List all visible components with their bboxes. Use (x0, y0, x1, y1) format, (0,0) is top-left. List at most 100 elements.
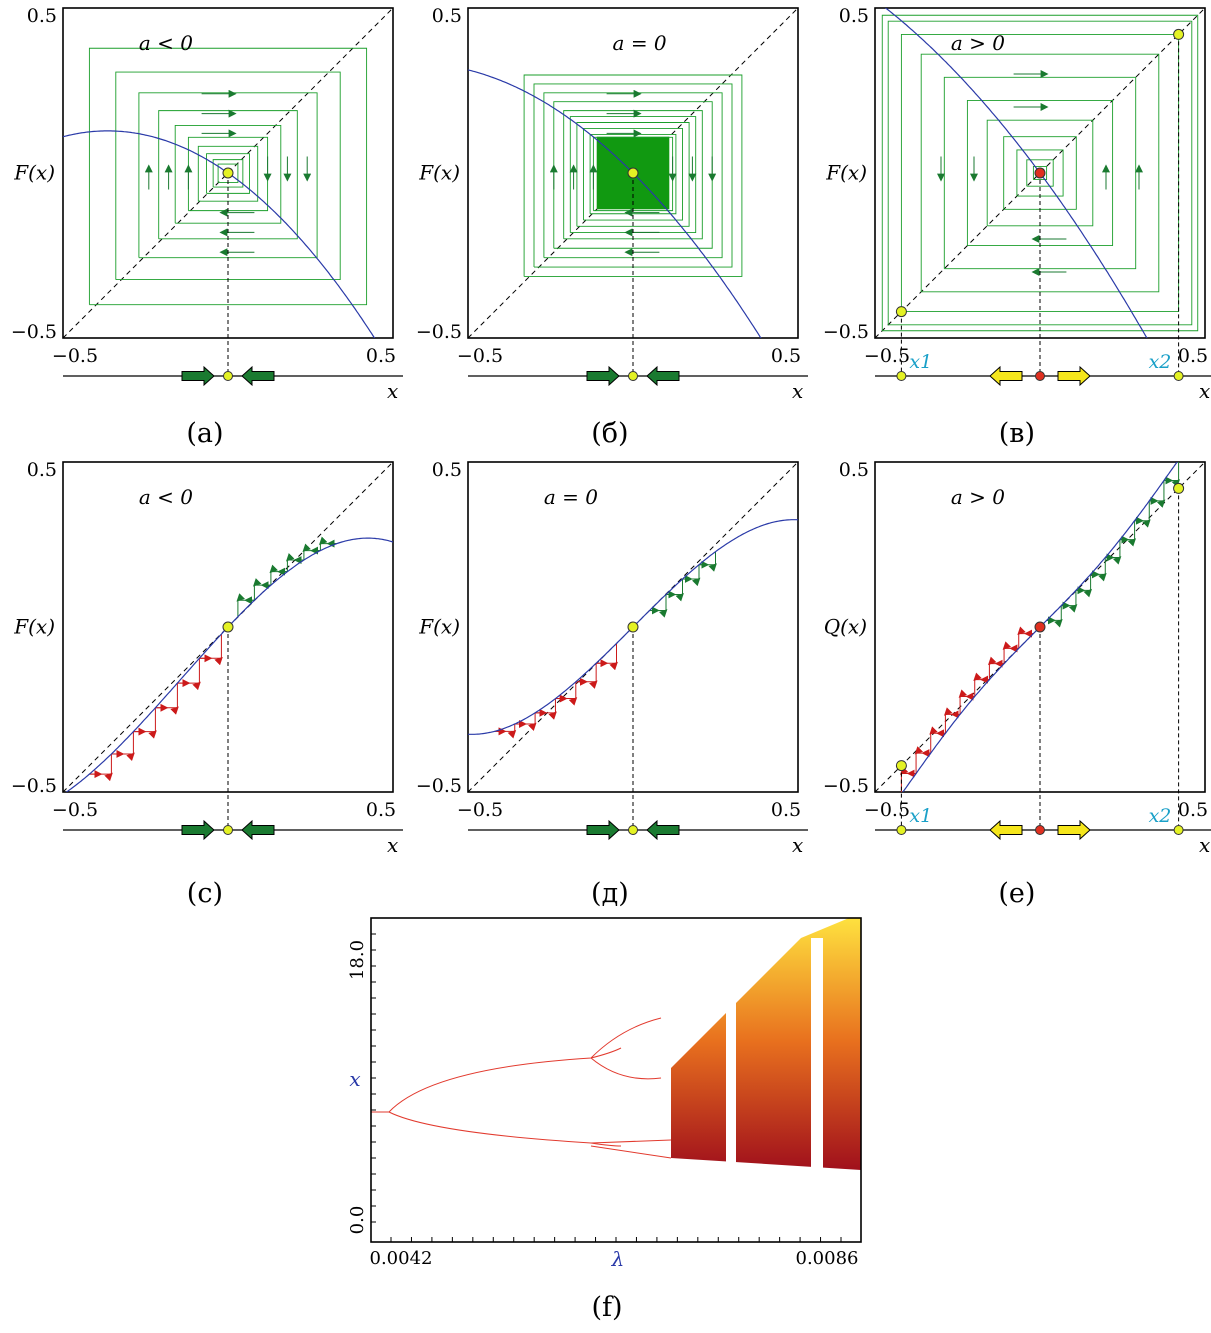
phase-axis-label: x (792, 833, 803, 857)
cobweb-loop (187, 136, 269, 212)
cobweb (494, 551, 717, 739)
cobweb-loop (543, 92, 723, 259)
map-curve (63, 130, 376, 338)
phase-fixed-point (223, 825, 233, 835)
cobweb-loop (986, 119, 1094, 227)
y-axis-label: F(x) (13, 615, 55, 639)
attracting-arrow-left (586, 819, 620, 841)
y-max-label: 0.5 (27, 5, 57, 27)
boundary-point-marker (1173, 28, 1185, 40)
chaotic-band (671, 918, 861, 1170)
x1-label: x1 (909, 351, 932, 373)
panel-caption: (а) (186, 418, 223, 449)
x-min-label: −0.5 (864, 799, 910, 821)
parameter-condition: a = 0 (613, 31, 667, 55)
panel-caption: (e) (998, 878, 1035, 909)
cobweb-loop (592, 136, 674, 212)
y-axis-label: F(x) (418, 615, 460, 639)
phase-axis-label: x (792, 379, 803, 403)
y-min-label: −0.5 (823, 321, 869, 343)
cobweb-loop (1003, 136, 1077, 210)
fixed-point-marker (222, 621, 234, 633)
y-axis-label: F(x) (13, 161, 55, 185)
cobweb (899, 462, 1181, 792)
y-max-label: 0.5 (432, 5, 462, 27)
cobweb-loop (533, 83, 733, 268)
phase-boundary-point (896, 371, 907, 381)
cobweb-loop (197, 145, 259, 202)
parameter-condition: a < 0 (139, 485, 193, 509)
x-min-label: −0.5 (457, 345, 503, 367)
cobweb-loop (1032, 165, 1048, 181)
cobweb-loop (174, 125, 282, 224)
x-min-label: −0.5 (52, 799, 98, 821)
fixed-point-marker (1034, 621, 1046, 633)
repelling-arrow-right (1057, 365, 1091, 387)
boundary-point-marker (895, 760, 907, 772)
phase-axis-label: x (1199, 833, 1210, 857)
boundary-point-marker (1173, 482, 1185, 494)
phase-boundary-point (1173, 371, 1184, 381)
cobweb-loop (943, 76, 1137, 270)
panel-e: 0.5 −0.5−0.5 0.5 F(x) a = 0 x (д) (416, 459, 808, 909)
y-max-tick-label: 18.0 (347, 940, 368, 980)
branch-upper-split-a (590, 1017, 662, 1059)
y-axis-label: F(x) (825, 161, 867, 185)
branch-lower (388, 1111, 622, 1147)
phase-fixed-point (628, 371, 638, 381)
phase-axis-label: x (387, 379, 398, 403)
y-max-label: 0.5 (27, 459, 57, 481)
panel-b: 0.5 −0.5−0.5 0.5 F(x) a = 0 x (б) (416, 5, 808, 449)
cobweb-loop (887, 20, 1193, 326)
y-min-label: −0.5 (823, 775, 869, 797)
y-min-label: −0.5 (11, 775, 57, 797)
identity-diagonal (63, 8, 393, 338)
y-min-label: −0.5 (11, 321, 57, 343)
branch-lower-split-b (590, 1145, 672, 1159)
attracting-arrow-left (181, 819, 215, 841)
y-axis-label: x (349, 1067, 360, 1091)
fixed-point-marker (222, 167, 234, 179)
repelling-arrow-right (1057, 819, 1091, 841)
cobweb-loop (576, 122, 690, 227)
x-max-label: 0.5 (771, 345, 801, 367)
branch-upper (388, 1047, 622, 1113)
attracting-arrow-right (646, 819, 680, 841)
periodic-window (726, 968, 736, 1168)
bifurcation-diagram: 18.0 0.00.0042 0.0086 λ x (f) (347, 917, 862, 1323)
x-max-tick-label: 0.0086 (796, 1248, 859, 1269)
cobweb-loop (138, 92, 318, 259)
cobweb-loop (523, 74, 743, 277)
attracting-arrow-right (241, 819, 275, 841)
identity-diagonal (63, 462, 393, 792)
repelling-arrow-left (989, 365, 1023, 387)
y-min-tick-label: 0.0 (347, 1206, 368, 1235)
identity-diagonal (468, 8, 798, 338)
cobweb-loop (553, 101, 713, 249)
panel-caption: (д) (591, 878, 629, 909)
attracting-arrow-right (646, 365, 680, 387)
phase-boundary-point (896, 825, 907, 835)
phase-fixed-point (223, 371, 233, 381)
panel-f: 0.5 −0.5−0.5 0.5 Q(x) a > 0 x x1 x2 (e) (823, 459, 1211, 909)
identity-diagonal (875, 8, 1205, 338)
parameter-condition: a > 0 (951, 485, 1005, 509)
cobweb-loop (158, 110, 298, 240)
cobweb-loop (88, 47, 368, 306)
phase-axis-label: x (387, 833, 398, 857)
cobweb-loop (1016, 149, 1064, 197)
y-max-label: 0.5 (432, 459, 462, 481)
identity-diagonal (875, 462, 1205, 792)
phase-fixed-point (1035, 825, 1045, 835)
panel-a: 0.5 −0.5−0.5 0.5 F(x) a < 0 x (а) (11, 5, 403, 449)
y-axis-label: F(x) (418, 161, 460, 185)
parameter-condition: a < 0 (139, 31, 193, 55)
x-max-label: 0.5 (1178, 345, 1208, 367)
x-min-label: −0.5 (457, 799, 503, 821)
panel-c: 0.5 −0.5−0.5 0.5 F(x) a > 0 x x1 x2 (в) (823, 5, 1211, 449)
x1-label: x1 (909, 805, 932, 827)
attracting-arrow-right (241, 365, 275, 387)
cobweb-loop (217, 163, 239, 183)
parameter-condition: a > 0 (951, 31, 1005, 55)
